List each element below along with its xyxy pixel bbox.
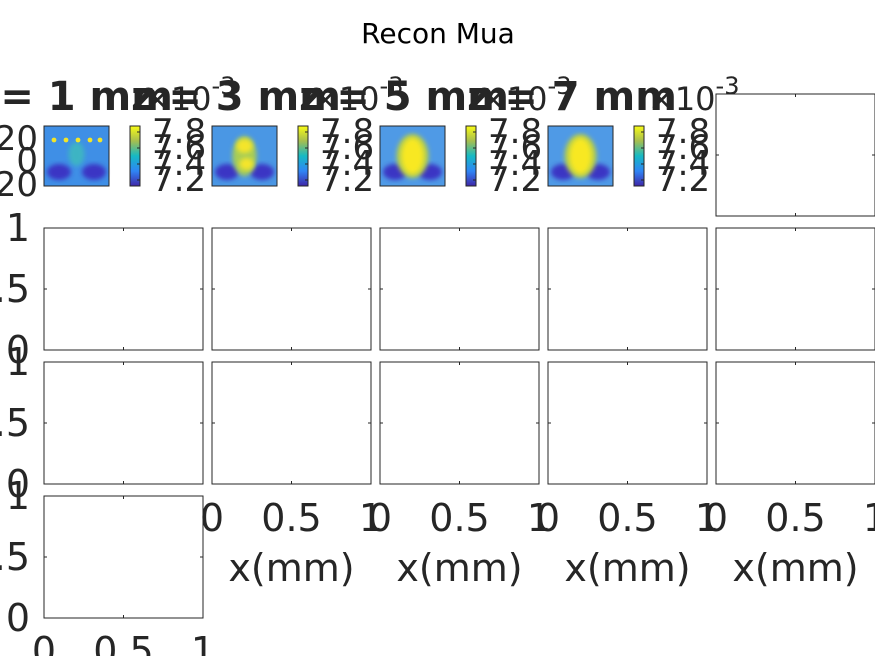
axes-ytick-label: .5: [0, 267, 30, 311]
axes-ytick-label: 1: [6, 474, 30, 518]
axes-frame: [716, 228, 875, 350]
axes-ytick-label: .5: [0, 401, 30, 445]
axes-xtick-label: 1: [191, 629, 215, 656]
axes-frame: [44, 362, 203, 484]
axes-xlabel: x(mm): [564, 546, 690, 590]
axes-xtick-label: 0: [368, 496, 392, 540]
heatmap-hot-spot: [88, 138, 93, 143]
axes-frame: [212, 228, 371, 350]
axes-frame: [212, 362, 371, 484]
heatmap-low-region: [47, 164, 71, 180]
axes-xlabel: x(mm): [396, 546, 522, 590]
empty-axes-r3-c1: [44, 496, 203, 618]
axes-xtick-label: 0.5: [597, 496, 657, 540]
axes-frame: [548, 362, 707, 484]
axes-xtick-label: 0: [200, 496, 224, 540]
empty-axes-r1-c3: [380, 228, 539, 350]
empty-axes-top-right: [716, 94, 875, 216]
axes-xtick-label: 0.5: [765, 496, 825, 540]
axes-frame: [44, 228, 203, 350]
empty-axes-r2-c2: [212, 362, 371, 484]
heatmap-hot-spot: [76, 138, 81, 143]
heatmap-high-region: [69, 142, 85, 166]
axes-frame: [716, 94, 875, 216]
heatmap-hot-spot: [237, 139, 253, 153]
axes-xtick-label: 0: [704, 496, 728, 540]
axes-ytick-label: 1: [6, 206, 30, 250]
heatmap-ytick-label: 20: [0, 165, 38, 205]
axes-frame: [44, 496, 203, 618]
empty-axes-r2-c1: [44, 362, 203, 484]
colorbar: [634, 126, 644, 186]
heatmap-hot-spot: [240, 158, 254, 170]
axes-ytick-label: 0: [6, 596, 30, 640]
figure-title: Recon Mua: [361, 17, 515, 50]
empty-axes-r1-c2: [212, 228, 371, 350]
axes-ytick-label: .5: [0, 535, 30, 579]
axes-ytick-label: 1: [6, 340, 30, 384]
axes-xtick-label: 0.5: [261, 496, 321, 540]
heatmap-hot-spot: [52, 138, 57, 143]
axes-xtick-label: 0: [536, 496, 560, 540]
axes-frame: [380, 228, 539, 350]
axes-xlabel: x(mm): [228, 546, 354, 590]
colorbar: [130, 126, 140, 186]
colorbar: [466, 126, 476, 186]
axes-xtick-label: 0: [32, 629, 56, 656]
axes-xtick-label: 1: [863, 496, 875, 540]
plot-area: 7.27.47.67.8×10-3z = 1 mm7.27.47.67.8×10…: [0, 72, 875, 656]
heatmap-panel-title: z = 7 mm: [467, 74, 677, 120]
axes-xlabel: x(mm): [732, 546, 858, 590]
empty-axes-r2-c4: [548, 362, 707, 484]
empty-axes-r1-c1: [44, 228, 203, 350]
empty-axes-r2-c3: [380, 362, 539, 484]
heatmap-hot-spot: [402, 138, 424, 174]
empty-axes-r2-c5: [716, 362, 875, 484]
axes-xtick-label: 0.5: [429, 496, 489, 540]
axes-frame: [716, 362, 875, 484]
heatmap-hot-spot: [98, 138, 103, 143]
empty-axes-r1-c4: [548, 228, 707, 350]
axes-frame: [380, 362, 539, 484]
heatmap-hot-spot: [64, 138, 69, 143]
axes-frame: [548, 228, 707, 350]
axes-xtick-label: 0.5: [93, 629, 153, 656]
colorbar: [298, 126, 308, 186]
empty-axes-r1-c5: [716, 228, 875, 350]
heatmap-hot-spot: [570, 138, 592, 174]
heatmap-low-region: [82, 164, 106, 180]
